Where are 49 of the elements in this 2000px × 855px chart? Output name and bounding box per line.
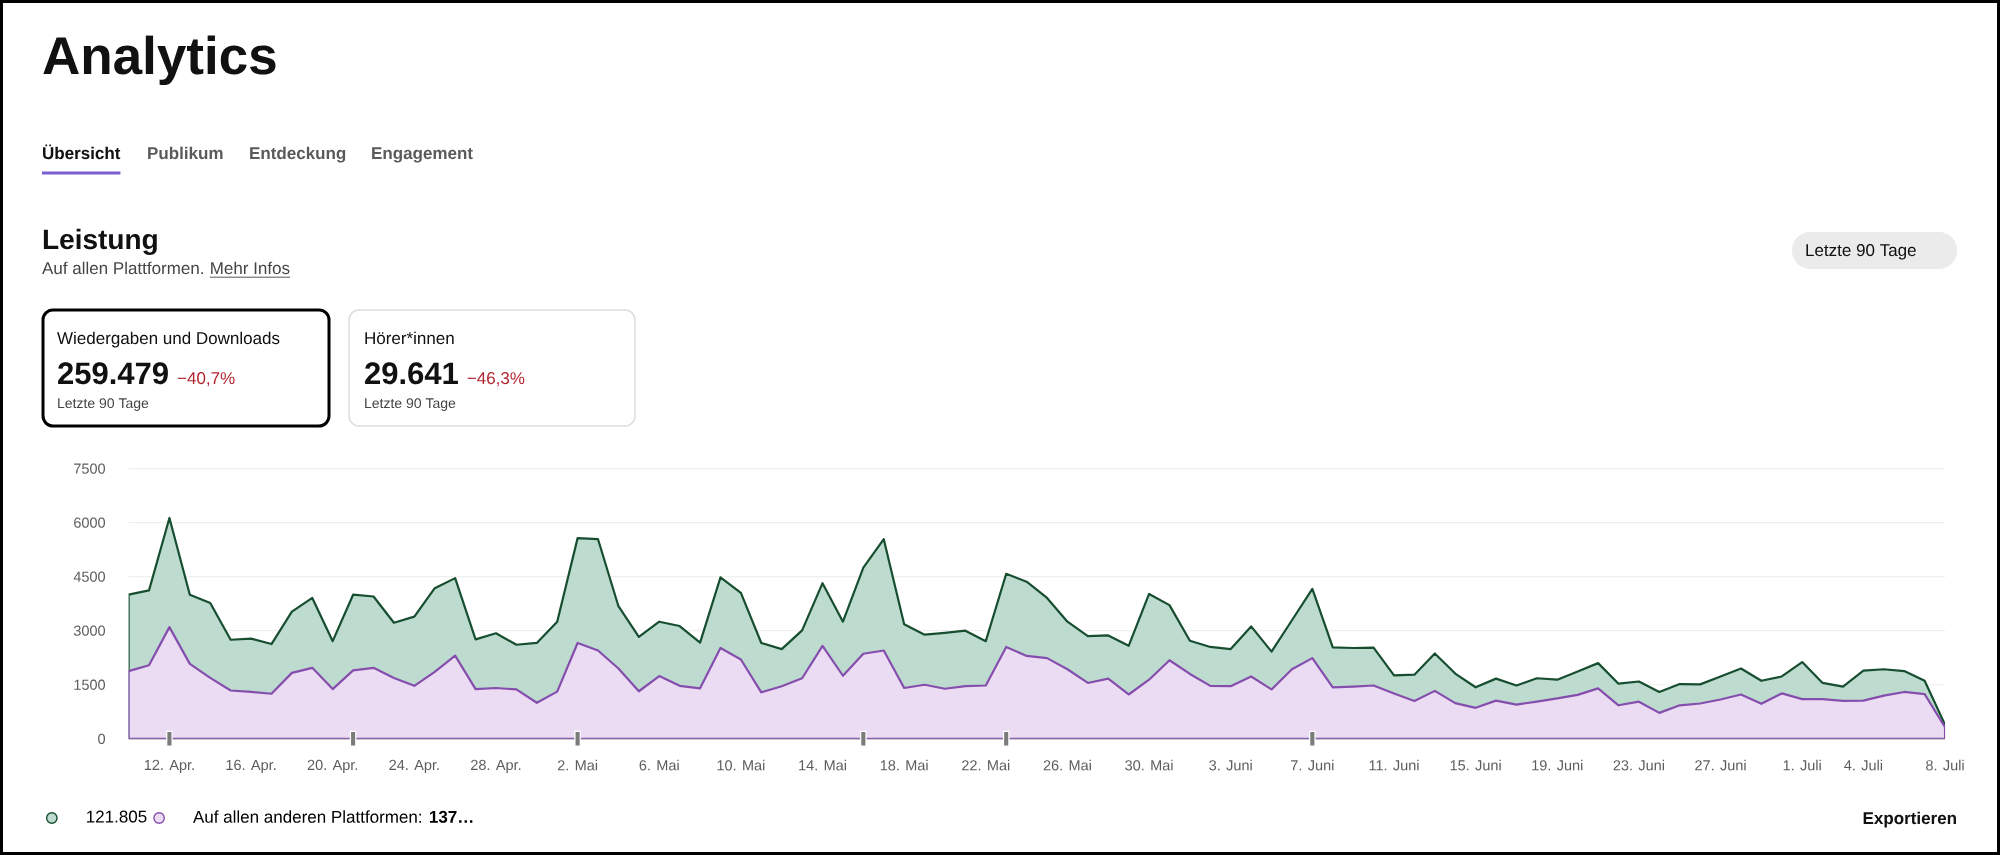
y-tick-label: 6000 (74, 517, 106, 528)
x-tick-label: 10. Mai (717, 759, 765, 771)
text: Mehr Infos (211, 261, 290, 275)
text: Letzte 90 Tage (58, 398, 149, 411)
text: Letzte 90 Tage (365, 398, 456, 411)
x-tick-label: 18. Mai (880, 759, 928, 771)
text: Exportieren (1863, 811, 1956, 828)
x-tick-label: 7. Juni (1291, 759, 1334, 771)
y-tick-label: 4500 (73, 571, 106, 582)
x-tick-label: 23. Juni (1613, 759, 1664, 771)
y-tick-label: 7500 (74, 463, 106, 474)
text: Auf allen Plattformen. (42, 261, 203, 275)
legend-label: Auf allen anderen Plattformen: 137… (192, 810, 473, 823)
legend-label: 121.805 (87, 810, 147, 823)
x-tick-label: 15. Juni (1450, 759, 1501, 771)
x-tick-label: 14. Mai (799, 759, 846, 771)
text: −40,7% (177, 372, 235, 387)
text: −46,3% (467, 372, 525, 387)
text: Publikum (148, 146, 223, 160)
x-tick-label: 12. Apr. (144, 759, 194, 773)
text: Letzte 90 Tage (1806, 244, 1916, 260)
y-tick-label: 0 (98, 733, 106, 744)
text: 259.479 (58, 362, 168, 385)
chart-title: Analytics (43, 35, 276, 85)
x-tick-label: 2. Mai (557, 759, 598, 771)
x-tick-label: 3. Juni (1209, 759, 1252, 771)
x-tick-label: 26. Mai (1043, 759, 1091, 771)
text: Wiedergaben und Downloads (57, 331, 280, 348)
x-tick-label: 11. Juni (1369, 759, 1419, 771)
chart-subtitle: Leistung (43, 228, 157, 255)
x-tick-label: 4. Juli (1844, 759, 1883, 771)
text: 29.641 (365, 362, 458, 385)
x-tick-label: 30. Mai (1125, 759, 1173, 771)
x-tick-label: 24. Apr. (389, 759, 439, 773)
x-tick-label: 19. Juni (1532, 759, 1583, 771)
x-tick-label: 8. Juli (1926, 759, 1964, 771)
x-tick-label: 28. Apr. (471, 759, 521, 773)
y-tick-label: 3000 (73, 625, 106, 636)
x-tick-label: 16. Apr. (226, 759, 276, 773)
x-tick-label: 6. Mai (639, 759, 679, 771)
text: Engagement (372, 147, 473, 163)
x-tick-label: 1. Juli (1783, 759, 1821, 771)
x-tick-label: 20. Apr. (307, 759, 358, 773)
text: Übersicht (43, 144, 121, 160)
text: Hörer*innen (365, 331, 454, 345)
x-tick-label: 22. Mai (962, 759, 1010, 771)
x-tick-label: 27. Juni (1695, 759, 1746, 771)
y-tick-label: 1500 (74, 679, 106, 690)
text: Entdeckung (250, 146, 346, 163)
